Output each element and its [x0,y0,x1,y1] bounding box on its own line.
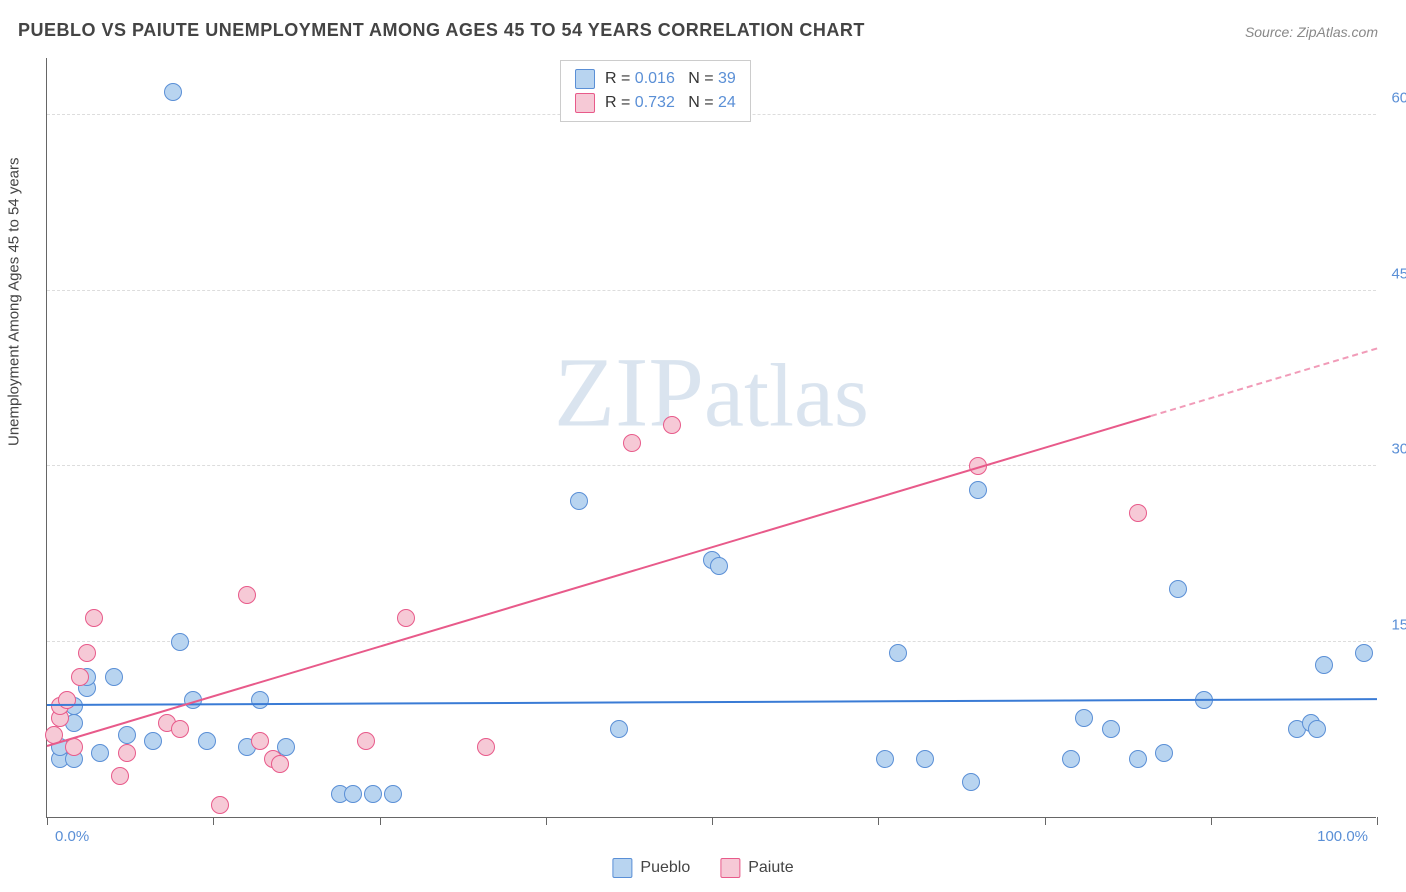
scatter-point [105,668,123,686]
scatter-point [238,586,256,604]
scatter-point [171,633,189,651]
scatter-point [710,557,728,575]
scatter-point [610,720,628,738]
x-tick [546,817,547,825]
chart-container: PUEBLO VS PAIUTE UNEMPLOYMENT AMONG AGES… [0,0,1406,892]
series-legend-item: Pueblo [612,858,690,878]
scatter-point [1129,750,1147,768]
stats-legend-row: R = 0.732 N = 24 [575,91,736,115]
scatter-point [1062,750,1080,768]
scatter-point [623,434,641,452]
scatter-point [144,732,162,750]
regression-line-extrapolated [1151,347,1378,416]
plot-area: ZIPatlas 15.0%30.0%45.0%60.0%0.0%100.0% [46,58,1376,818]
scatter-point [78,644,96,662]
stats-text: R = 0.732 N = 24 [605,94,736,112]
grid-line [47,641,1376,642]
scatter-point [1355,644,1373,662]
y-tick-label: 60.0% [1391,90,1406,107]
series-legend-label: Pueblo [640,859,690,877]
scatter-point [384,785,402,803]
stats-legend: R = 0.016 N = 39 R = 0.732 N = 24 [560,60,751,122]
regression-line [47,698,1377,706]
scatter-point [1155,744,1173,762]
scatter-point [58,691,76,709]
grid-line [47,290,1376,291]
scatter-point [916,750,934,768]
scatter-point [1129,504,1147,522]
x-tick [47,817,48,825]
scatter-point [477,738,495,756]
scatter-point [118,726,136,744]
scatter-point [357,732,375,750]
grid-line [47,465,1376,466]
scatter-point [344,785,362,803]
watermark: ZIPatlas [554,334,869,449]
scatter-point [251,732,269,750]
scatter-point [164,83,182,101]
source-attribution: Source: ZipAtlas.com [1245,24,1378,40]
legend-swatch [575,93,595,113]
scatter-point [962,773,980,791]
x-label-max: 100.0% [1317,828,1368,845]
x-tick [1211,817,1212,825]
scatter-point [1075,709,1093,727]
scatter-point [85,609,103,627]
legend-swatch [575,69,595,89]
x-tick [213,817,214,825]
scatter-point [397,609,415,627]
series-legend-label: Paiute [748,859,793,877]
scatter-point [251,691,269,709]
legend-swatch [720,858,740,878]
x-tick [878,817,879,825]
stats-text: R = 0.016 N = 39 [605,70,736,88]
scatter-point [889,644,907,662]
scatter-point [211,796,229,814]
scatter-point [91,744,109,762]
stats-legend-row: R = 0.016 N = 39 [575,67,736,91]
scatter-point [876,750,894,768]
x-tick [712,817,713,825]
x-tick [380,817,381,825]
scatter-point [663,416,681,434]
y-tick-label: 30.0% [1391,441,1406,458]
x-tick [1045,817,1046,825]
legend-swatch [612,858,632,878]
scatter-point [198,732,216,750]
x-label-min: 0.0% [55,828,89,845]
scatter-point [118,744,136,762]
series-legend-item: Paiute [720,858,793,878]
scatter-point [1308,720,1326,738]
scatter-point [364,785,382,803]
y-tick-label: 45.0% [1391,265,1406,282]
scatter-point [1102,720,1120,738]
scatter-point [1315,656,1333,674]
scatter-point [570,492,588,510]
y-axis-label: Unemployment Among Ages 45 to 54 years [6,157,23,446]
scatter-point [1169,580,1187,598]
scatter-point [271,755,289,773]
x-tick [1377,817,1378,825]
scatter-point [171,720,189,738]
scatter-point [111,767,129,785]
y-tick-label: 15.0% [1391,616,1406,633]
scatter-point [71,668,89,686]
chart-title: PUEBLO VS PAIUTE UNEMPLOYMENT AMONG AGES… [18,20,865,41]
scatter-point [969,481,987,499]
series-legend: Pueblo Paiute [612,858,793,878]
